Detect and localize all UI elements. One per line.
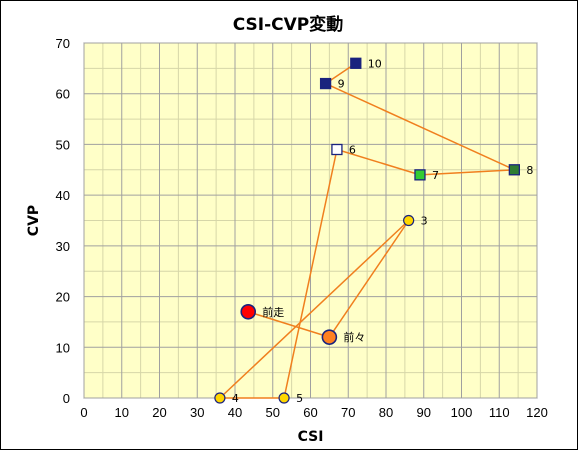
y-tick-label: 70 [56,36,70,51]
y-axis-title: CVP [26,205,42,236]
series-line-segment [283,149,338,399]
data-point-6 [331,143,343,156]
series-line-segment [219,219,410,399]
data-point-3 [403,214,415,227]
data-point-前走 [240,303,257,320]
y-tick-label: 30 [56,239,70,254]
y-tick-label: 10 [56,340,70,355]
x-tick-label: 0 [80,405,87,420]
data-point-10 [350,57,362,69]
x-tick-label: 100 [451,405,473,420]
data-label-10: 10 [368,57,382,70]
x-tick-label: 120 [526,405,548,420]
grid-lines [83,42,538,399]
x-tick-label: 70 [341,405,355,420]
data-point-4 [214,392,226,404]
y-tick-label: 50 [56,137,70,152]
connecting-lines [219,62,515,399]
data-label-8: 8 [526,164,533,177]
x-tick-label: 30 [190,405,204,420]
x-tick-label: 10 [115,405,129,420]
series-line-segment [325,82,515,171]
data-point-5 [278,392,290,404]
data-label-4: 4 [232,392,239,405]
data-label-前々: 前々 [343,330,365,344]
data-label-6: 6 [349,144,356,157]
y-tick-label: 20 [56,290,70,305]
tick-labels: 0 10 20 30 40 50 60 70 80 90 100 110 120 0 10 20 30 40 50 6… [56,36,548,420]
x-tick-label: 50 [266,405,280,420]
y-tick-label: 40 [56,188,70,203]
x-tick-label: 20 [152,405,166,420]
data-label-3: 3 [421,215,428,228]
series-line-segment [336,148,421,176]
series-line-segment [419,169,515,176]
data-label-5: 5 [296,392,303,405]
data-point-7 [414,169,426,181]
data-label-前走: 前走 [262,305,284,319]
y-tick-label: 0 [63,391,70,406]
data-point-前々 [321,329,338,345]
data-label-9: 9 [338,78,345,91]
series-line-segment [328,220,410,338]
data-point-8 [508,164,521,176]
x-axis-title: CSI [298,429,324,445]
x-tick-label: 90 [417,405,431,420]
x-tick-label: 40 [228,405,242,420]
x-tick-label: 60 [303,405,317,420]
x-tick-label: 80 [379,405,393,420]
y-tick-label: 60 [56,87,70,102]
chart-title: CSI-CVP変動 [232,15,344,35]
x-tick-label: 110 [489,405,510,420]
data-point-9 [319,77,332,90]
data-label-7: 7 [432,169,439,182]
series-line-segment [247,311,330,338]
